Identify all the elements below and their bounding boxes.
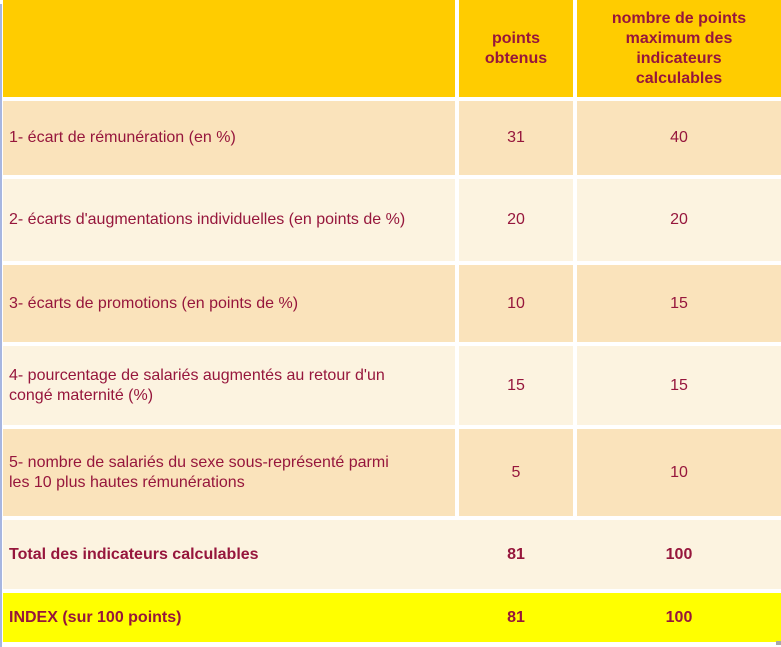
window-edge-artifact [0, 4, 2, 647]
header-cell-points-maximum: nombre de points maximum des indicateurs… [577, 0, 781, 97]
row-label-augmentations-individuelles: 2- écarts d'augmentations individuelles … [3, 179, 455, 261]
total-row-label: Total des indicateurs calculables [9, 545, 259, 563]
row-label-conge-maternite: 4- pourcentage de salariés augmentés au … [3, 346, 455, 425]
row-max-ecart-remuneration: 40 [577, 101, 781, 175]
resize-corner-artifact [776, 641, 781, 645]
row-label-hautes-remunerations: 5- nombre de salariés du sexe sous-repré… [3, 429, 455, 516]
row-points-augmentations-individuelles: 20 [459, 179, 573, 261]
index-points-value: 81 [507, 608, 525, 626]
total-points-value: 81 [507, 545, 525, 563]
index-row-label: INDEX (sur 100 points) [9, 608, 182, 626]
row-points-hautes-remunerations: 5 [459, 429, 573, 516]
row-max-ecarts-promotions: 15 [577, 265, 781, 342]
row-points-conge-maternite: 15 [459, 346, 573, 425]
row-max-hautes-remunerations: 10 [577, 429, 781, 516]
index-row: INDEX (sur 100 points) 81 100 [3, 593, 781, 642]
row-label-ecart-remuneration: 1- écart de rémunération (en %) [3, 101, 455, 175]
index-max-value: 100 [665, 608, 693, 626]
row-points-ecarts-promotions: 10 [459, 265, 573, 342]
row-max-conge-maternite: 15 [577, 346, 781, 425]
row-max-augmentations-individuelles: 20 [577, 179, 781, 261]
row-points-ecart-remuneration: 31 [459, 101, 573, 175]
row-label-ecarts-promotions: 3- écarts de promotions (en points de %) [3, 265, 455, 342]
total-max-value: 100 [665, 545, 693, 563]
header-cell-empty [3, 0, 455, 97]
total-row: Total des indicateurs calculables 81 100 [3, 520, 781, 589]
index-egalite-table: points obtenus nombre de points maximum … [3, 0, 781, 642]
header-cell-points-obtenus: points obtenus [459, 0, 573, 97]
